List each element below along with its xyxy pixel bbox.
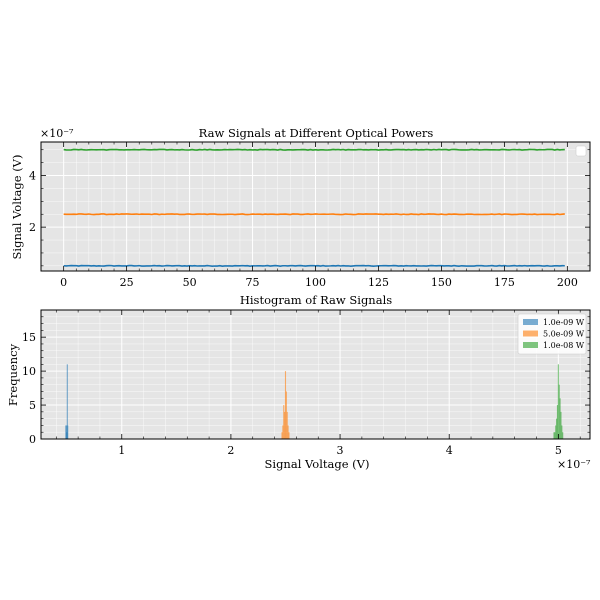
histogram-bar-series-0	[66, 364, 68, 439]
line-chart-series-2	[63, 148, 565, 151]
histogram-bar-series-2	[556, 418, 558, 439]
line-chart-x-tick-label: 25	[120, 276, 134, 289]
histogram-y-tick-label: 15	[22, 331, 36, 344]
histogram-bar-series-1	[286, 411, 288, 439]
histogram-legend-label-2: 1.0e-08 W	[543, 341, 585, 350]
histogram-x-tick-label: 4	[446, 444, 453, 457]
line-chart-x-tick-label: 200	[557, 276, 578, 289]
histogram-bar-series-2	[560, 411, 562, 439]
histogram-legend-swatch-1	[523, 330, 538, 337]
line-chart-series-1	[63, 213, 565, 216]
line-chart-series-0	[63, 264, 565, 267]
histogram-frame	[40, 309, 591, 440]
line-chart-x-tick-label: 50	[183, 276, 197, 289]
line-chart-x-tick-label: 0	[60, 276, 67, 289]
line-chart-x-tick-label: 150	[431, 276, 452, 289]
histogram-legend: 1.0e-09 W 5.0e-09 W 1.0e-08 W	[517, 313, 587, 355]
histogram-y-axis-label: Frequency	[6, 343, 20, 406]
histogram-bar-series-2	[554, 432, 556, 439]
histogram-bar-series-2	[556, 405, 559, 439]
histogram-bar-series-2	[555, 425, 557, 439]
histogram-y-tick-label: 10	[22, 365, 36, 378]
line-chart-y-tick-label: 4	[29, 170, 36, 183]
line-chart-y-offset-label: ×10⁻⁷	[40, 127, 74, 140]
histogram-legend-label-0: 1.0e-09 W	[543, 318, 585, 327]
histogram-plot-area	[41, 310, 590, 439]
line-chart-legend	[575, 145, 587, 157]
histogram-y-tick-label: 5	[29, 399, 36, 412]
line-chart-y-axis-label: Signal Voltage (V)	[10, 155, 24, 260]
histogram-x-tick-label: 2	[227, 444, 234, 457]
histogram-bar-series-2	[557, 364, 559, 439]
histogram-bar-series-1	[284, 371, 287, 439]
histogram-legend-label-1: 5.0e-09 W	[543, 330, 585, 339]
histogram-bar-series-1	[288, 432, 290, 439]
histogram-bar-series-1	[281, 432, 283, 439]
histogram-panel: Histogram of Raw Signals Signal Voltage …	[6, 293, 591, 471]
histogram-bar-series-1	[285, 391, 287, 439]
histogram-bar-series-2	[558, 384, 560, 439]
histogram-bar-series-0	[67, 425, 69, 439]
histogram-bar-series-1	[283, 405, 285, 439]
histogram-x-axis-label: Signal Voltage (V)	[265, 457, 370, 471]
line-chart-title: Raw Signals at Different Optical Powers	[199, 126, 434, 140]
histogram-grid	[41, 310, 590, 439]
histogram-legend-swatch-0	[523, 319, 538, 325]
line-chart-x-tick-label: 175	[494, 276, 515, 289]
line-chart-grid	[41, 142, 590, 271]
histogram-x-tick-label: 3	[337, 444, 344, 457]
histogram-bar-series-2	[553, 432, 555, 439]
histogram-bar-series-2	[559, 398, 561, 439]
histogram-bar-series-1	[284, 411, 286, 439]
line-chart-x-tick-label: 125	[368, 276, 389, 289]
line-chart-y-tick-label: 2	[29, 221, 36, 234]
histogram-y-tick-label: 0	[29, 433, 36, 446]
histogram-x-tick-label: 5	[555, 444, 562, 457]
line-chart-panel: Raw Signals at Different Optical Powers …	[10, 126, 591, 289]
histogram-bar-series-2	[561, 425, 563, 439]
line-chart-x-tick-label: 75	[246, 276, 260, 289]
histogram-bar-series-1	[287, 425, 289, 439]
histogram-bar-series-0	[65, 425, 67, 439]
line-chart-x-tick-label: 100	[305, 276, 326, 289]
histogram-legend-swatch-2	[523, 342, 538, 348]
histogram-x-offset-label: ×10⁻⁷	[557, 458, 591, 471]
histogram-bar-series-2	[562, 432, 564, 439]
histogram-title: Histogram of Raw Signals	[240, 293, 392, 307]
histogram-x-tick-label: 1	[118, 444, 125, 457]
histogram-bar-series-1	[282, 425, 284, 439]
